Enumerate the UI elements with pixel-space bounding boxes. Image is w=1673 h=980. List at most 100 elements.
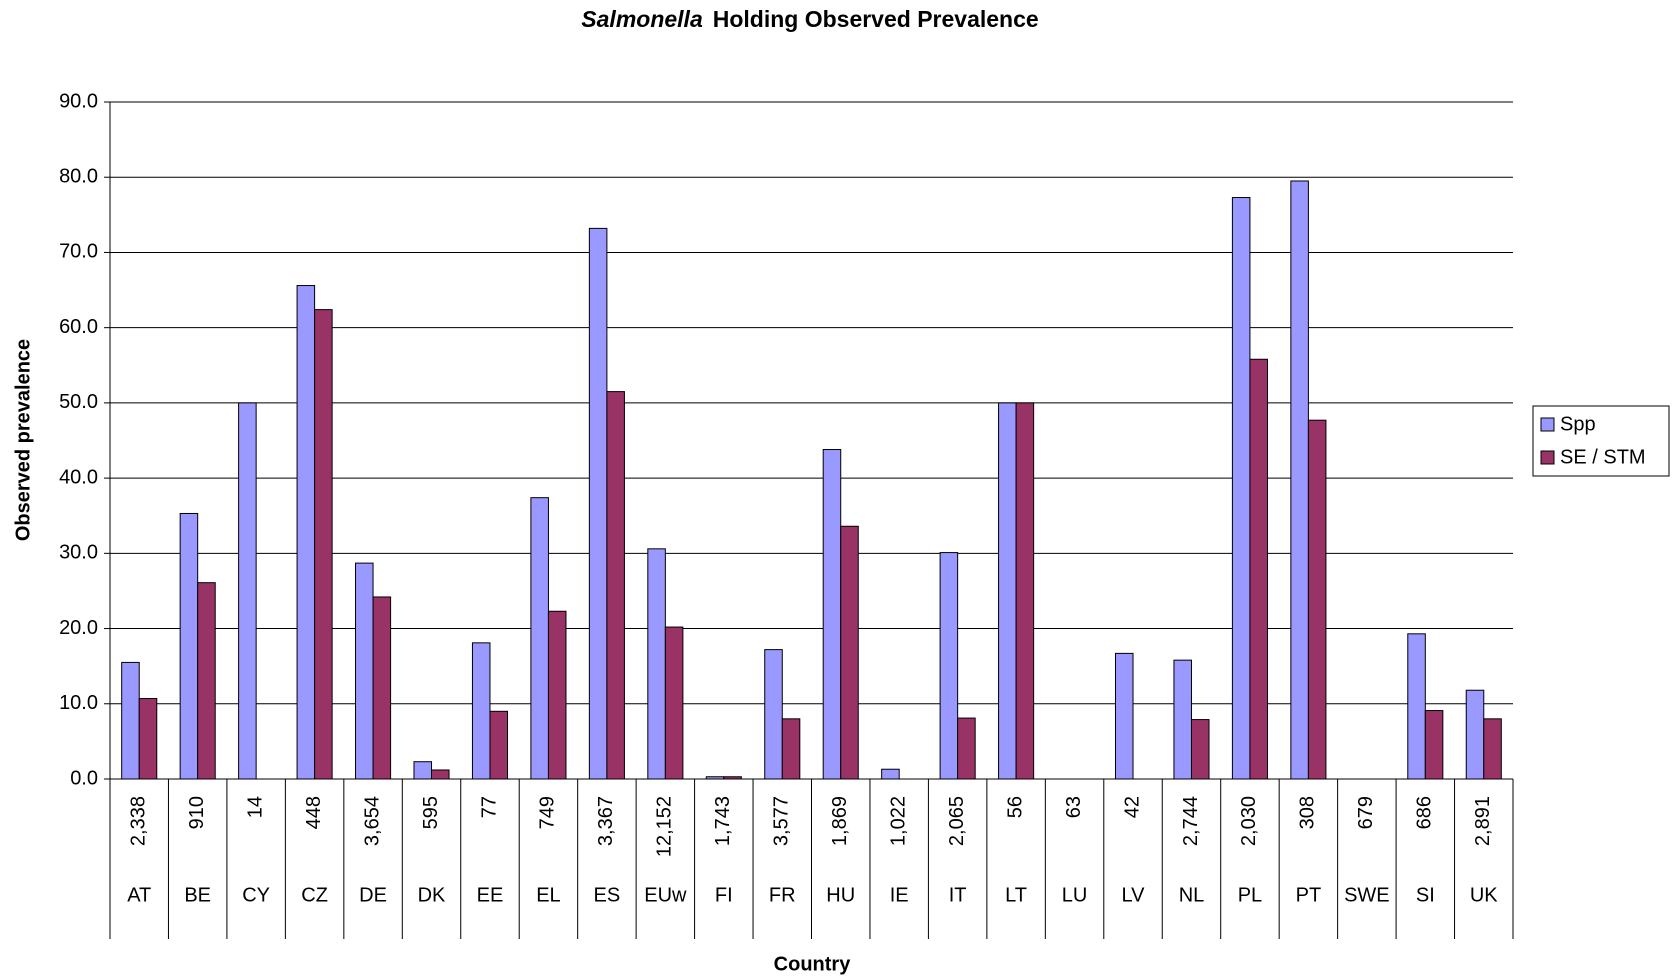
y-tick-label: 80.0	[59, 166, 98, 188]
bar	[1465, 689, 1485, 780]
sample-size-label: 595	[420, 796, 442, 829]
x-tick-label: PL	[1238, 884, 1262, 906]
bar	[939, 552, 959, 780]
legend-box	[1532, 405, 1670, 477]
bar	[822, 449, 842, 780]
x-tick-label: SWE	[1344, 884, 1390, 906]
x-tick-label: CZ	[301, 884, 328, 906]
bar	[957, 717, 976, 780]
x-tick-label: LU	[1062, 884, 1088, 906]
bar	[881, 768, 900, 780]
y-tick-label: 40.0	[59, 466, 98, 488]
sample-size-label: 2,744	[1180, 796, 1202, 846]
sample-size-label: 749	[537, 796, 559, 829]
bar	[1015, 402, 1035, 780]
x-tick-label: IT	[949, 884, 967, 906]
bar	[764, 649, 783, 780]
bar	[1290, 180, 1309, 780]
legend-label: SE / STM	[1560, 446, 1646, 468]
bar	[588, 227, 608, 780]
x-tick-label: BE	[184, 884, 211, 906]
bar	[471, 642, 491, 780]
title-text: Holding Observed Prevalence	[713, 6, 1039, 32]
sample-size-label: 1,743	[712, 796, 734, 846]
x-tick-label: FR	[769, 884, 796, 906]
bar	[998, 402, 1017, 780]
sample-size-label: 77	[478, 796, 500, 818]
bar	[121, 661, 140, 780]
x-tick-label: SI	[1416, 884, 1435, 906]
sample-size-label: 42	[1121, 796, 1143, 818]
y-tick-label: 50.0	[59, 391, 98, 413]
x-tick-label: UK	[1470, 884, 1498, 906]
bar	[1173, 659, 1192, 780]
y-tick-label: 90.0	[59, 90, 98, 112]
bar	[197, 582, 216, 780]
bar	[296, 285, 316, 780]
x-tick-label: FI	[715, 884, 733, 906]
y-axis-label: Observed prevalence	[12, 339, 34, 541]
x-tick-label: AT	[127, 884, 151, 906]
sample-size-label: 679	[1355, 796, 1377, 829]
y-tick-label: 0.0	[70, 767, 98, 789]
bar	[664, 626, 684, 780]
bar	[372, 596, 392, 780]
y-tick-label: 20.0	[59, 617, 98, 639]
bar	[1483, 718, 1502, 780]
bar	[840, 525, 859, 780]
sample-size-label: 2,065	[946, 796, 968, 846]
bar	[238, 402, 257, 780]
bar	[547, 610, 567, 780]
bar	[1249, 358, 1268, 780]
sample-size-label: 3,577	[771, 796, 793, 846]
sample-size-label: 1,869	[829, 796, 851, 846]
title-italic: Salmonella	[581, 6, 703, 32]
bar	[1407, 633, 1426, 780]
bar	[489, 710, 509, 780]
sample-size-label: 14	[244, 796, 266, 818]
bar	[314, 309, 333, 780]
bar	[431, 769, 450, 780]
bar	[1231, 197, 1251, 780]
sample-size-label: 686	[1414, 796, 1436, 829]
legend: Spp SE / STM	[1532, 405, 1670, 477]
sample-size-label: 2,891	[1472, 796, 1494, 846]
sample-size-label: 910	[186, 796, 208, 829]
x-tick-label: CY	[242, 884, 270, 906]
x-tick-label: HU	[826, 884, 855, 906]
x-tick-label: ES	[594, 884, 621, 906]
bar	[1114, 652, 1134, 780]
y-tick-label: 30.0	[59, 542, 98, 564]
y-tick-label: 10.0	[59, 692, 98, 714]
x-tick-label: DE	[359, 884, 387, 906]
sample-size-label: 2,030	[1238, 796, 1260, 846]
sample-size-label: 2,338	[128, 796, 150, 846]
x-tick-label: LT	[1005, 884, 1027, 906]
bar	[1190, 719, 1210, 780]
y-tick-label: 60.0	[59, 316, 98, 338]
x-tick-label: LV	[1122, 884, 1146, 906]
y-tick-label: 70.0	[59, 241, 98, 263]
chart-title: Salmonella Holding Observed Prevalence	[581, 6, 1038, 32]
legend-swatch	[1540, 450, 1555, 465]
sample-size-label: 3,654	[361, 796, 383, 846]
bar	[781, 718, 801, 780]
sample-size-label: 12,152	[654, 796, 676, 857]
sample-size-label: 448	[303, 796, 325, 829]
sample-size-label: 3,367	[595, 796, 617, 846]
bar	[413, 761, 433, 780]
sample-size-label: 1,022	[887, 796, 909, 846]
bar	[1307, 419, 1327, 780]
x-tick-label: DK	[418, 884, 446, 906]
bar	[606, 391, 625, 780]
bar	[355, 562, 374, 780]
x-tick-label: PT	[1296, 884, 1322, 906]
bar	[179, 512, 199, 780]
bar	[1424, 710, 1444, 780]
legend-label: Spp	[1560, 413, 1596, 435]
sample-size-label: 308	[1297, 796, 1319, 829]
sample-size-label: 56	[1004, 796, 1026, 818]
bar	[530, 497, 549, 780]
x-tick-label: NL	[1179, 884, 1205, 906]
sample-size-label: 63	[1063, 796, 1085, 818]
